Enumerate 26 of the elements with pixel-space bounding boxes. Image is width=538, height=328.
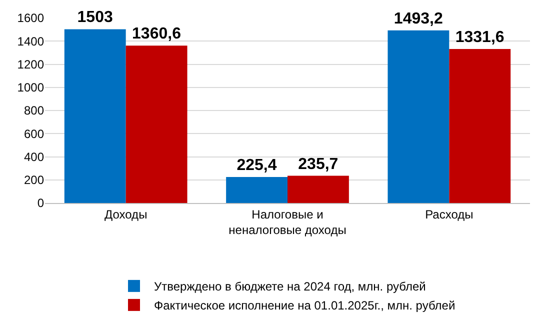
data-label: 235,7: [298, 156, 338, 173]
legend-label: Фактическое исполнение на 01.01.2025г., млн. рублей: [154, 298, 456, 313]
y-tick-label: 600: [24, 126, 44, 141]
y-tick-label: 1400: [17, 34, 44, 48]
bar: [449, 49, 511, 203]
data-label: 1360,6: [132, 26, 182, 43]
data-label: 1493,2: [394, 10, 443, 28]
x-tick-label: Доходы: [104, 207, 148, 222]
y-tick-label: 200: [24, 173, 44, 188]
y-tick-label: 400: [24, 150, 44, 164]
bar: [388, 30, 450, 203]
y-tick-label: 800: [24, 104, 44, 118]
bar: [64, 29, 126, 203]
x-tick-label: Расходы: [425, 207, 474, 222]
bar: [288, 176, 349, 203]
y-tick-label: 1000: [17, 80, 44, 95]
y-tick-label: 1600: [17, 11, 44, 26]
y-tick-label: 0: [37, 196, 44, 210]
data-label: 1503: [77, 9, 113, 26]
data-label: 1331,6: [455, 29, 504, 46]
legend-label: Утверждено в бюджете на 2024 год, млн. рублей: [154, 280, 426, 294]
x-tick-label: Налоговые и неналоговые доходы: [228, 207, 346, 237]
bar: [126, 46, 188, 203]
data-label: 225,4: [236, 156, 277, 174]
bar: [226, 176, 288, 203]
y-tick-label: 1200: [17, 57, 44, 72]
